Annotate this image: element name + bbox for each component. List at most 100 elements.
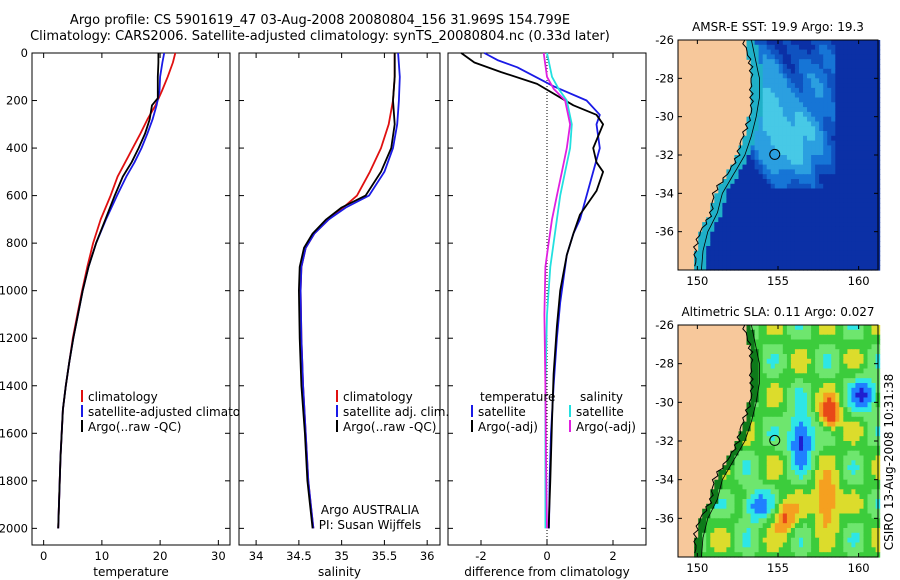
map-data-cell: [835, 465, 840, 471]
map-data-cell: [847, 339, 852, 345]
map-data-cell: [815, 431, 820, 437]
map-data-cell: [750, 542, 756, 548]
map-data-cell: [790, 431, 796, 437]
map-data-cell: [839, 339, 844, 345]
map-data-cell: [758, 150, 764, 156]
map-data-cell: [819, 445, 824, 452]
map-data-cell: [714, 552, 719, 558]
map-data-cell: [766, 83, 772, 89]
map-data-cell: [746, 325, 752, 331]
map-data-cell: [843, 236, 848, 242]
map-data-cell: [730, 484, 735, 490]
map-data-cell: [790, 339, 796, 345]
map-data-cell: [799, 155, 804, 161]
map-data-cell: [835, 383, 840, 389]
map-data-cell: [851, 474, 856, 481]
map-data-cell: [847, 344, 852, 350]
map-data-cell: [839, 421, 844, 428]
map-data-cell: [847, 426, 852, 432]
map-data-cell: [851, 325, 856, 331]
map-data-cell: [734, 169, 740, 175]
map-data-cell: [859, 378, 865, 384]
map-data-cell: [766, 231, 772, 238]
map-data-cell: [819, 474, 824, 481]
map-data-cell: [867, 135, 873, 142]
map-data-cell: [863, 164, 869, 170]
map-data-cell: [807, 150, 812, 156]
map-data-cell: [851, 174, 856, 180]
map-data-cell: [726, 503, 731, 510]
map-data-cell: [790, 126, 796, 132]
map-data-cell: [823, 44, 828, 51]
map-data-cell: [714, 479, 719, 486]
map-data-cell: [831, 363, 836, 370]
map-data-cell: [851, 508, 856, 515]
map-data-cell: [863, 212, 869, 218]
map-data-cell: [762, 426, 768, 432]
map-data-cell: [762, 159, 768, 166]
map-data-cell: [794, 445, 800, 452]
map-data-cell: [807, 412, 812, 418]
map-data-cell: [839, 426, 844, 432]
map-data-cell: [794, 155, 800, 161]
map-data-cell: [790, 537, 796, 544]
map-data-cell: [819, 489, 824, 495]
map-data-cell: [799, 226, 804, 233]
map-data-cell: [827, 164, 832, 170]
map-data-cell: [867, 455, 873, 461]
map-data-cell: [819, 349, 824, 355]
map-data-cell: [762, 231, 768, 238]
map-data-cell: [790, 450, 796, 457]
map-data-cell: [847, 334, 852, 341]
map-data-cell: [807, 421, 812, 428]
map-data-cell: [871, 121, 877, 127]
map-data-cell: [710, 499, 715, 505]
map-data-cell: [839, 44, 844, 51]
map-data-cell: [799, 344, 804, 350]
map-data-cell: [831, 265, 836, 271]
map-data-cell: [794, 111, 800, 118]
map-data-cell: [843, 436, 848, 442]
map-data-cell: [807, 484, 812, 490]
map-data-cell: [794, 383, 800, 389]
map-data-cell: [855, 378, 860, 384]
map-data-cell: [790, 489, 796, 495]
map-data-cell: [742, 260, 748, 266]
map-data-cell: [859, 358, 865, 365]
map-data-cell: [835, 373, 840, 379]
map-data-cell: [811, 523, 816, 529]
map-data-cell: [762, 392, 768, 399]
map-data-cell: [811, 68, 816, 75]
map-data-cell: [807, 474, 812, 481]
map-data-cell: [863, 474, 869, 481]
map-data-cell: [859, 174, 865, 180]
map-data-cell: [863, 68, 869, 75]
map-data-cell: [722, 193, 727, 199]
map-data-cell: [734, 174, 740, 180]
map-data-cell: [790, 135, 796, 142]
map-data-cell: [839, 107, 844, 113]
map-data-cell: [867, 484, 873, 490]
map-data-cell: [774, 59, 780, 65]
map-data-cell: [827, 40, 832, 46]
map-data-cell: [774, 329, 780, 336]
map-data-cell: [726, 508, 731, 515]
map-data-cell: [782, 402, 788, 408]
map-data-cell: [786, 212, 792, 218]
map-data-cell: [766, 44, 772, 51]
map-data-cell: [851, 121, 856, 127]
map-data-cell: [819, 64, 824, 70]
map-data-cell: [843, 508, 848, 515]
map-data-cell: [762, 503, 768, 510]
map-data-cell: [710, 503, 715, 510]
map-data-cell: [831, 255, 836, 261]
map-data-cell: [803, 445, 808, 452]
map-data-cell: [831, 250, 836, 257]
map-data-cell: [774, 552, 780, 558]
map-data-cell: [762, 73, 768, 79]
map-data-cell: [770, 503, 776, 510]
map-data-cell: [859, 426, 865, 432]
map-data-cell: [734, 547, 740, 553]
map-data-cell: [863, 479, 869, 486]
map-data-cell: [815, 402, 820, 408]
